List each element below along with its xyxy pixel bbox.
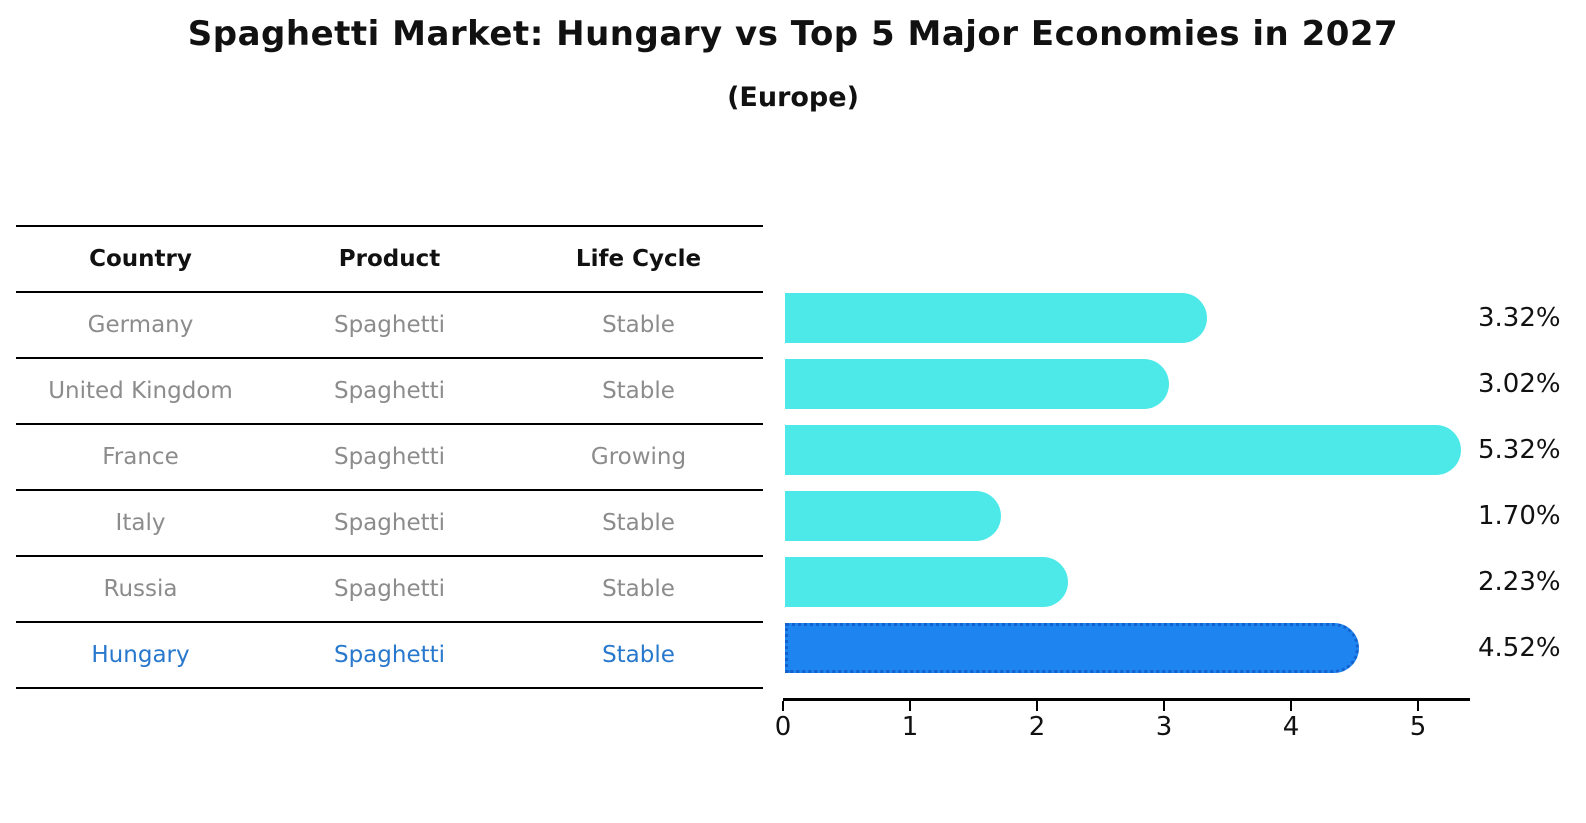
value-label: 4.52% [1478,633,1561,663]
bar-row: 1.70% [785,483,1586,549]
cell-country: Italy [115,510,166,536]
table-row: Germany Spaghetti Stable [16,293,763,359]
bars-chart: 3.32% 3.02% 5.32% 1.70% 2.23% 4.52% [785,285,1586,681]
bar [785,491,1001,541]
table-header-row: Country Product Life Cycle [16,227,763,293]
cell-product: Spaghetti [333,312,446,338]
cell-country: Russia [103,576,178,602]
bar [785,425,1461,475]
value-label: 3.32% [1478,303,1561,333]
x-tick-mark [782,701,784,711]
x-tick-mark [1290,701,1292,711]
cell-country: Hungary [91,642,190,668]
bar-row: 3.02% [785,351,1586,417]
cell-life-cycle: Stable [602,378,675,404]
cell-life-cycle: Stable [602,312,675,338]
column-header-life-cycle: Life Cycle [575,246,702,272]
page-subtitle: (Europe) [727,82,859,113]
cell-country: Germany [87,312,194,338]
bar-row: 3.32% [785,285,1586,351]
bar-row: 5.32% [785,417,1586,483]
bar-row: 2.23% [785,549,1586,615]
table-row: Hungary Spaghetti Stable [16,623,763,687]
value-label: 5.32% [1478,435,1561,465]
x-tick-label: 1 [901,712,919,742]
page-title: Spaghetti Market: Hungary vs Top 5 Major… [187,14,1399,54]
bar [785,557,1068,607]
column-header-country: Country [89,246,192,272]
x-tick-label: 2 [1028,712,1046,742]
cell-country: United Kingdom [48,378,233,404]
x-axis: 0 1 2 3 4 5 [775,698,1470,753]
cell-product: Spaghetti [333,444,446,470]
x-tick-label: 5 [1409,712,1427,742]
x-tick-label: 4 [1282,712,1300,742]
bar [785,359,1169,409]
cell-product: Spaghetti [333,576,446,602]
cell-product: Spaghetti [333,378,446,404]
cell-country: France [102,444,179,470]
table-row: Italy Spaghetti Stable [16,491,763,557]
x-tick-mark [909,701,911,711]
table-row: France Spaghetti Growing [16,425,763,491]
column-header-product: Product [338,246,441,272]
bar-row: 4.52% [785,615,1586,681]
x-tick-label: 0 [774,712,792,742]
x-axis-line [783,698,1470,701]
cell-life-cycle: Stable [602,642,675,668]
value-label: 3.02% [1478,369,1561,399]
x-tick-label: 3 [1155,712,1173,742]
data-table: Country Product Life Cycle Germany Spaghe… [16,225,763,689]
table-row: United Kingdom Spaghetti Stable [16,359,763,425]
bar-highlighted [785,623,1359,673]
cell-product: Spaghetti [333,642,446,668]
cell-life-cycle: Stable [602,576,675,602]
x-tick-mark [1163,701,1165,711]
bar [785,293,1207,343]
table-row: Russia Spaghetti Stable [16,557,763,623]
value-label: 2.23% [1478,567,1561,597]
value-label: 1.70% [1478,501,1561,531]
cell-life-cycle: Stable [602,510,675,536]
x-tick-mark [1417,701,1419,711]
cell-life-cycle: Growing [590,444,687,470]
x-tick-mark [1036,701,1038,711]
cell-product: Spaghetti [333,510,446,536]
